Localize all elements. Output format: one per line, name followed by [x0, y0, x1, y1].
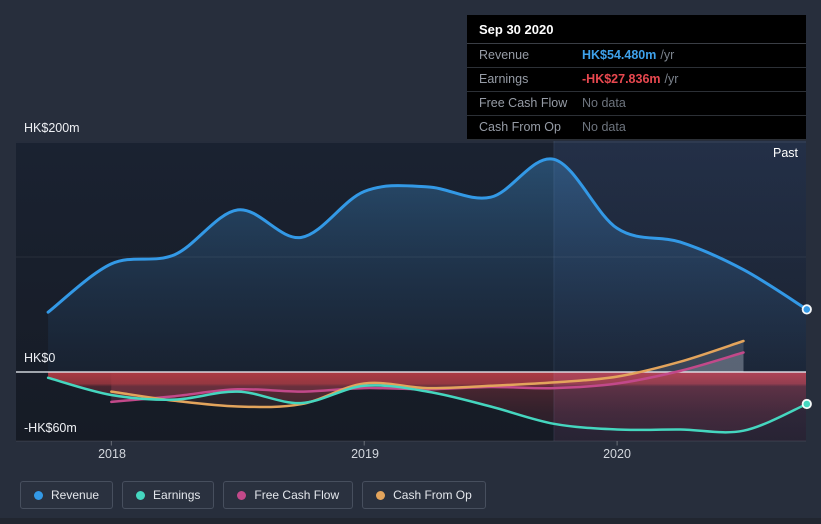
revenue-legend-dot-icon: [34, 490, 43, 500]
legend-item-free-cash-flow[interactable]: Free Cash Flow: [223, 481, 354, 509]
tooltip-value: -HK$27.836m: [582, 72, 661, 86]
tooltip-value: HK$54.480m: [582, 48, 657, 62]
y-axis-label-zero: HK$0: [24, 351, 56, 365]
x-axis-label-2018: 2018: [98, 447, 126, 461]
tooltip-value: No data: [582, 96, 626, 110]
earnings-legend-dot-icon: [136, 490, 146, 500]
past-highlight-upper: [553, 141, 806, 373]
past-region-label: Past: [772, 146, 798, 160]
legend-item-label: Earnings: [153, 488, 201, 502]
legend-item-revenue[interactable]: Revenue: [20, 481, 114, 509]
chart-legend: Revenue Earnings Free Cash Flow Cash From O…: [20, 481, 486, 509]
tooltip-label: Cash From Op: [479, 120, 561, 134]
tooltip-row-free-cash-flow: Free Cash Flow No data: [467, 92, 806, 116]
tooltip-row-earnings: Earnings -HK$27.836m /yr: [467, 68, 806, 92]
page-bottom-edge: [0, 518, 821, 524]
y-axis-label-neg60m: -HK$60m: [24, 421, 77, 435]
earnings-endpoint-dot: [801, 398, 812, 410]
tooltip-row-cash-from-op: Cash From Op No data: [467, 116, 806, 140]
tooltip-label: Earnings: [479, 72, 529, 86]
y-axis-label-200m: HK$200m: [24, 121, 80, 135]
legend-item-cash-from-op[interactable]: Cash From Op: [362, 481, 486, 509]
tooltip-row-revenue: Revenue HK$54.480m /yr: [467, 44, 806, 68]
tooltip-label: Free Cash Flow: [479, 96, 568, 110]
revenue-line: [46, 157, 809, 314]
legend-item-label: Cash From Op: [393, 488, 472, 502]
tooltip-value: No data: [582, 120, 626, 134]
revenue-endpoint-dot: [801, 304, 812, 315]
x-axis-label-2019: 2019: [351, 447, 379, 461]
x-axis-label-2020: 2020: [603, 447, 631, 461]
chart-tooltip: Sep 30 2020 Revenue HK$54.480m /yr Earni…: [467, 15, 806, 140]
tooltip-unit: /yr: [660, 48, 675, 62]
tooltip-date: Sep 30 2020: [467, 15, 806, 44]
legend-item-earnings[interactable]: Earnings: [122, 481, 215, 509]
cash-from-op-legend-dot-icon: [376, 490, 386, 500]
cash-from-op-line: [110, 339, 745, 409]
legend-item-label: Free Cash Flow: [254, 488, 340, 502]
free-cash-flow-legend-dot-icon: [237, 490, 247, 500]
tooltip-unit: /yr: [664, 72, 679, 86]
legend-item-label: Revenue: [51, 488, 100, 502]
tooltip-label: Revenue: [479, 48, 530, 62]
earnings-line: [46, 376, 809, 434]
